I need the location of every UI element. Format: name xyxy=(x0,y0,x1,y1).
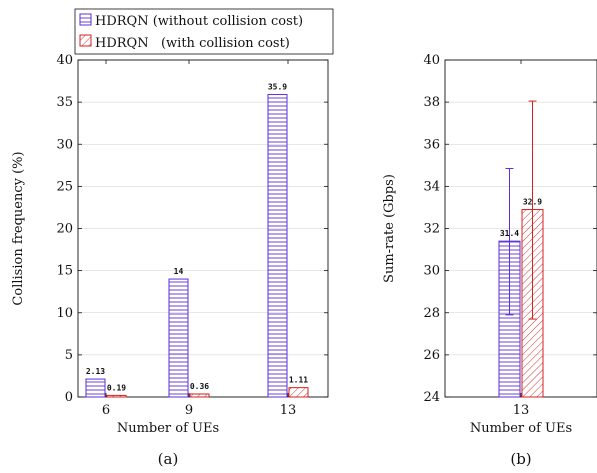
sum-rate-chart: 24 26 28 30 32 34 36 38 40 13 31.4 32.9 Sum-rate (Gb… xyxy=(382,53,597,468)
y-tick-label-7: 38 xyxy=(423,95,440,110)
y-axis-label: Sum-rate (Gbps) xyxy=(382,174,397,283)
x-axis-label: Number of UEs xyxy=(117,421,219,436)
legend-label-series-1: HDRQN (without collision cost) xyxy=(95,14,303,29)
y-tick-label-3: 15 xyxy=(56,264,73,279)
y-tick-label-8: 40 xyxy=(423,53,440,68)
panel-caption: (b) xyxy=(510,450,531,468)
x-tick-label-0: 13 xyxy=(513,403,530,418)
legend: HDRQN (without collision cost) HDRQN (wi… xyxy=(74,8,334,55)
x-tick-label-0: 6 xyxy=(102,403,110,418)
data-label-1-0: 0.19 xyxy=(107,383,126,392)
bar-horizontal-lines-9 xyxy=(168,278,189,398)
y-tick-label-6: 36 xyxy=(423,137,440,152)
legend-swatch-series-2 xyxy=(79,34,92,47)
data-label-0-0: 2.13 xyxy=(86,367,105,376)
bar-horizontal-lines-6 xyxy=(85,378,106,398)
data-label-1-0: 32.9 xyxy=(523,198,542,207)
y-tick-label-4: 32 xyxy=(423,222,440,237)
data-label-1-1: 0.36 xyxy=(190,382,209,391)
x-tick-label-2: 13 xyxy=(280,403,297,418)
y-tick-label-3: 30 xyxy=(423,264,440,279)
y-tick-label-0: 0 xyxy=(65,390,73,405)
legend-label-series-2: HDRQN (with collision cost) xyxy=(95,36,290,51)
collision-frequency-chart: 0 5 10 15 20 25 30 35 40 6 2.130.19 9 14 0.36 13 35.9 1.… xyxy=(11,53,329,468)
bar-diagonal-lines-9 xyxy=(189,393,210,398)
y-tick-label-1: 5 xyxy=(65,348,73,363)
y-tick-label-2: 28 xyxy=(423,306,440,321)
y-tick-label-5: 25 xyxy=(56,179,73,194)
y-tick-label-1: 26 xyxy=(423,348,440,363)
panel-caption: (a) xyxy=(158,450,179,468)
x-tick-label-1: 9 xyxy=(185,403,193,418)
bar-diagonal-lines-6 xyxy=(106,394,127,398)
bar-diagonal-lines-13 xyxy=(288,387,309,398)
data-label-0-2: 35.9 xyxy=(268,83,287,92)
y-axis-label: Collision frequency (%) xyxy=(11,151,26,305)
y-tick-label-4: 20 xyxy=(56,222,73,237)
data-label-0-1: 14 xyxy=(174,267,184,276)
bar-horizontal-lines-13 xyxy=(267,94,288,398)
y-tick-label-0: 24 xyxy=(423,390,440,405)
x-axis-label: Number of UEs xyxy=(470,421,572,436)
data-label-1-2: 1.11 xyxy=(289,376,308,385)
y-tick-label-2: 10 xyxy=(56,306,73,321)
data-label-0-0: 31.4 xyxy=(500,229,519,238)
y-tick-label-5: 34 xyxy=(423,179,440,194)
y-tick-label-6: 30 xyxy=(56,137,73,152)
y-tick-label-8: 40 xyxy=(56,53,73,68)
legend-swatch-series-1 xyxy=(79,13,92,26)
y-tick-label-7: 35 xyxy=(56,95,73,110)
